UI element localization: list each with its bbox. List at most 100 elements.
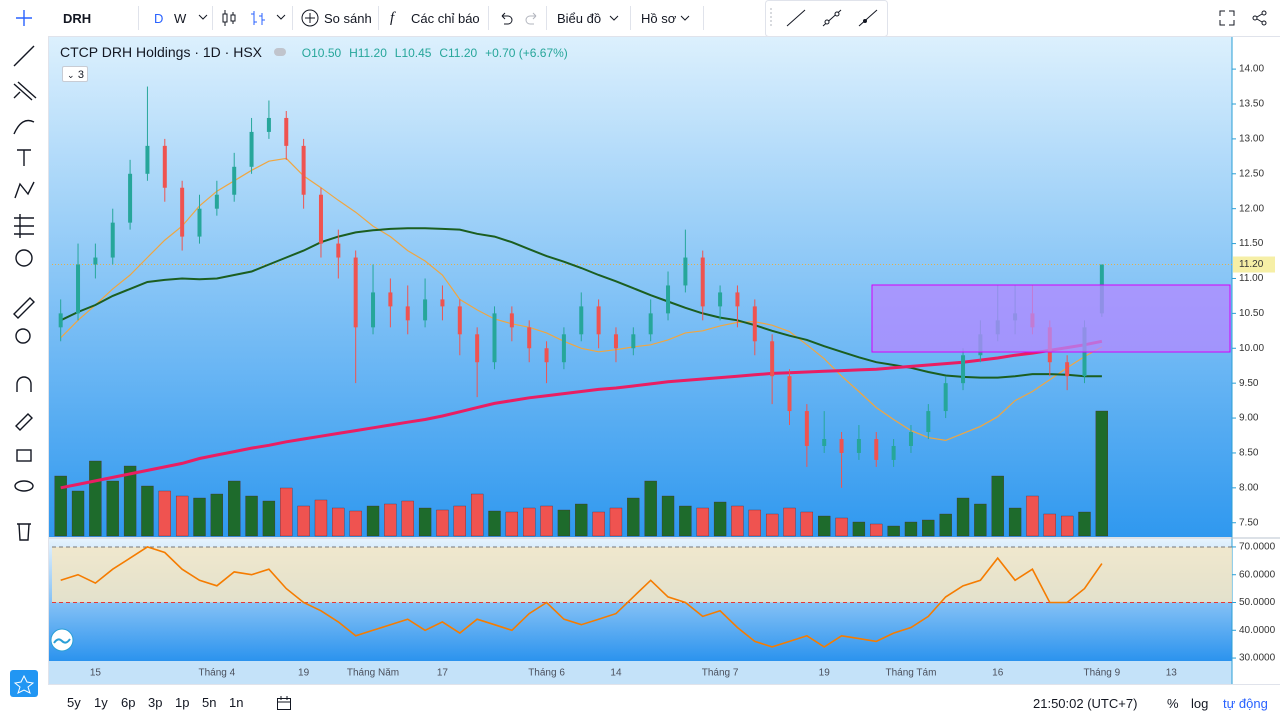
share-button[interactable] bbox=[1251, 9, 1269, 27]
separator bbox=[703, 6, 704, 30]
range-button[interactable]: 1n bbox=[229, 695, 244, 710]
pattern-tool[interactable] bbox=[14, 181, 35, 199]
auto-toggle[interactable]: tự động bbox=[1223, 695, 1268, 711]
range-button[interactable]: 3p bbox=[148, 695, 163, 710]
volume-bar bbox=[1095, 410, 1109, 537]
zoom-tool[interactable] bbox=[15, 328, 31, 344]
candle-body bbox=[249, 131, 254, 167]
range-button[interactable]: 1p bbox=[175, 695, 190, 710]
volume-bar bbox=[540, 505, 553, 537]
brush-tool[interactable] bbox=[13, 119, 35, 135]
goto-date-button[interactable] bbox=[276, 695, 292, 711]
volume-bar bbox=[175, 495, 189, 537]
lock-draw-tool[interactable] bbox=[15, 413, 33, 431]
extended-line-tool[interactable] bbox=[858, 9, 878, 27]
candle-body bbox=[388, 292, 393, 307]
interval-button[interactable]: D bbox=[154, 10, 164, 26]
indicators-button[interactable]: Các chỉ báo bbox=[411, 10, 480, 26]
volume-bar bbox=[974, 503, 987, 537]
volume-bar bbox=[852, 521, 866, 537]
favorites-button[interactable] bbox=[10, 670, 38, 697]
percent-toggle[interactable]: % bbox=[1167, 695, 1179, 711]
visibility-tool[interactable] bbox=[14, 480, 34, 492]
range-button[interactable]: 1y bbox=[94, 695, 108, 710]
chevron[interactable] bbox=[198, 12, 208, 22]
candle-body bbox=[475, 334, 480, 363]
volume-bar bbox=[592, 511, 605, 537]
compare-button[interactable]: So sánh bbox=[324, 10, 372, 26]
indicator-collapse[interactable]: ⌄ 3 bbox=[62, 66, 88, 82]
y-tick-label: 13.50 bbox=[1239, 99, 1264, 110]
candle-body bbox=[457, 306, 462, 335]
volume-bar bbox=[89, 460, 102, 537]
x-tick-label: Tháng 6 bbox=[528, 668, 565, 679]
bars-type-icon[interactable] bbox=[250, 8, 266, 28]
chevron: ⌄ bbox=[67, 70, 75, 80]
separator bbox=[138, 6, 139, 30]
candle-body bbox=[891, 445, 896, 460]
range-button[interactable]: 5y bbox=[67, 695, 81, 710]
chevron[interactable] bbox=[680, 13, 690, 23]
range-button[interactable]: 5n bbox=[202, 695, 217, 710]
delete-tool[interactable] bbox=[17, 523, 31, 541]
ruler-tool[interactable] bbox=[13, 297, 35, 319]
candle-body bbox=[232, 166, 237, 195]
line-tool[interactable] bbox=[786, 9, 806, 27]
compare-icon[interactable] bbox=[300, 8, 320, 28]
symbol[interactable]: DRH bbox=[63, 10, 92, 26]
volume-bar bbox=[523, 507, 536, 537]
candle-body bbox=[579, 306, 584, 335]
chevron[interactable] bbox=[609, 13, 619, 23]
interval-button[interactable]: W bbox=[174, 10, 187, 26]
x-tick-label: 13 bbox=[1166, 668, 1178, 679]
candle-body bbox=[683, 257, 688, 286]
candle-body bbox=[58, 313, 63, 328]
candle-body bbox=[110, 222, 115, 258]
collapsed-count: 3 bbox=[77, 69, 84, 81]
crosshair-tool[interactable] bbox=[16, 10, 32, 26]
volume-bar bbox=[280, 487, 293, 537]
volume-bar bbox=[1043, 513, 1056, 537]
range-button[interactable]: 6p bbox=[121, 695, 136, 710]
y-tick-label: 60.0000 bbox=[1239, 569, 1276, 580]
price-series bbox=[52, 86, 1232, 537]
y-tick-label: 50.0000 bbox=[1239, 597, 1276, 608]
candle-body bbox=[718, 292, 723, 307]
candle-body bbox=[197, 208, 202, 237]
undo-icon[interactable] bbox=[498, 10, 514, 26]
candle-body bbox=[804, 411, 809, 446]
axes: 15 Tháng 4 19 Tháng Năm 17 Tháng 6 14 Tháng 7 19… bbox=[90, 64, 1276, 679]
volume-bar bbox=[765, 513, 779, 537]
chart-menu[interactable]: Biểu đồ bbox=[557, 10, 602, 26]
y-tick-label: 11.00 bbox=[1239, 273, 1264, 284]
emoji-tool[interactable] bbox=[15, 249, 33, 267]
legend-low: L10.45 bbox=[394, 46, 432, 60]
trend-line-tool[interactable] bbox=[13, 45, 35, 67]
volume-bar bbox=[245, 495, 258, 537]
candle-body bbox=[440, 299, 445, 307]
redo-icon[interactable] bbox=[524, 10, 540, 26]
candle-body bbox=[145, 145, 150, 174]
profile-menu[interactable]: Hồ sơ bbox=[641, 10, 677, 26]
chevron[interactable] bbox=[276, 12, 286, 22]
magnet-tool[interactable] bbox=[16, 376, 32, 392]
volume-bar bbox=[991, 475, 1004, 537]
x-tick-label: 19 bbox=[819, 668, 831, 679]
volume-bar bbox=[1078, 511, 1091, 537]
x-tick-label: Tháng Tám bbox=[885, 668, 936, 679]
fullscreen-button[interactable] bbox=[1218, 9, 1236, 27]
y-tick-label: 10.50 bbox=[1239, 308, 1264, 319]
candle-type-icon[interactable] bbox=[221, 8, 237, 28]
forecast-tool[interactable] bbox=[14, 214, 34, 238]
y-tick-label: 9.00 bbox=[1239, 413, 1259, 424]
rectangle-drawing[interactable] bbox=[871, 284, 1231, 353]
clock: 21:50:02 (UTC+7) bbox=[1033, 695, 1138, 711]
volume-bar bbox=[332, 507, 345, 537]
pitchfork-tool[interactable] bbox=[13, 81, 37, 101]
legend-toggle[interactable] bbox=[273, 48, 286, 56]
text-tool[interactable] bbox=[17, 149, 31, 166]
lock-tool[interactable] bbox=[16, 449, 32, 462]
separator bbox=[630, 6, 631, 30]
log-toggle[interactable]: log bbox=[1191, 695, 1209, 711]
volume-bar bbox=[228, 480, 241, 537]
